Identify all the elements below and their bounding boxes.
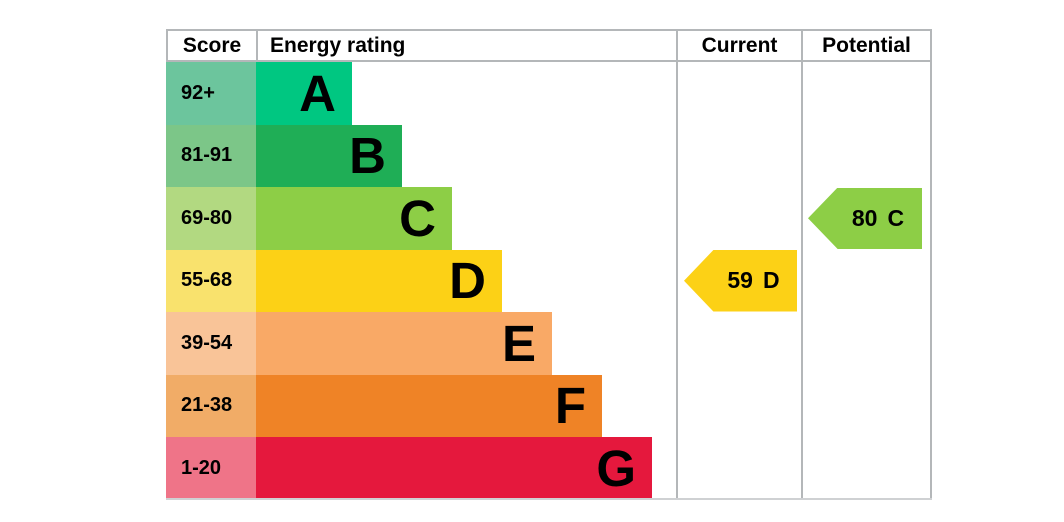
rating-bands: 92+ A 81-91 B 69-80 C 55-68 D 39-54 E 21… [166, 62, 676, 500]
band-row-g: 1-20 G [166, 437, 676, 500]
grid-line-current-left [676, 29, 678, 500]
potential-rating-band: C [887, 204, 905, 231]
score-range-c: 69-80 [166, 187, 256, 250]
band-row-d: 55-68 D [166, 249, 676, 312]
current-rating-arrow: 59 D [684, 250, 797, 312]
score-range-e: 39-54 [166, 312, 256, 375]
grid-line-potential-left [801, 29, 803, 500]
current-rating-band: D [762, 267, 780, 294]
score-column-header: Score [168, 31, 258, 60]
band-row-a: 92+ A [166, 62, 676, 125]
potential-column-header: Potential [801, 31, 930, 60]
band-row-f: 21-38 F [166, 374, 676, 437]
score-range-f: 21-38 [166, 374, 256, 437]
score-range-d: 55-68 [166, 249, 256, 312]
rating-bar-e: E [256, 312, 552, 375]
epc-rating-chart: Score Energy rating Current Potential 92… [166, 29, 932, 500]
band-row-b: 81-91 B [166, 124, 676, 187]
energy-rating-column-header: Energy rating [270, 34, 406, 57]
rating-bar-b: B [256, 124, 402, 187]
potential-rating-score: 80 [851, 204, 878, 231]
potential-rating-arrow: 80 C [808, 187, 922, 249]
rating-bar-d: D [256, 249, 502, 312]
band-row-c: 69-80 C [166, 187, 676, 250]
grid-line-right-edge [930, 29, 932, 500]
score-range-g: 1-20 [166, 437, 256, 500]
score-range-b: 81-91 [166, 124, 256, 187]
current-column-header: Current [676, 31, 801, 60]
grid-line-bottom [166, 497, 932, 500]
current-rating-score: 59 [727, 267, 753, 294]
rating-bar-a: A [256, 62, 352, 125]
rating-bar-f: F [256, 374, 602, 437]
chart-header-row: Score Energy rating Current Potential [166, 29, 932, 62]
band-row-e: 39-54 E [166, 312, 676, 375]
score-range-a: 92+ [166, 62, 256, 125]
rating-bar-c: C [256, 187, 452, 250]
rating-bar-g: G [256, 437, 652, 500]
